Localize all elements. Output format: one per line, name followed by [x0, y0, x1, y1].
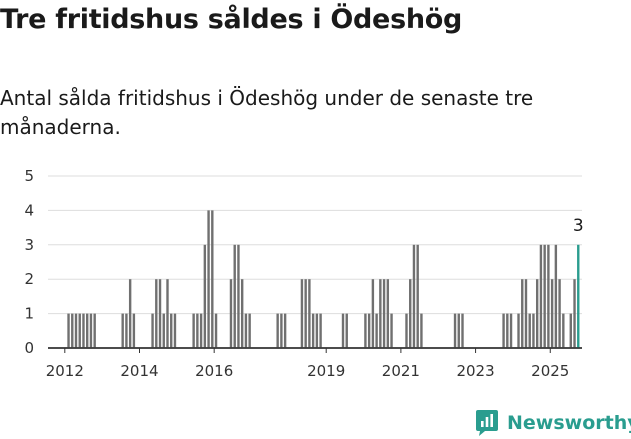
bar — [125, 313, 128, 348]
bar — [539, 244, 543, 348]
bar — [244, 313, 248, 348]
bar — [453, 313, 457, 348]
bar — [170, 313, 173, 348]
bar — [502, 313, 505, 348]
bar — [71, 313, 74, 348]
bar — [528, 313, 531, 348]
bar-chart: 0 1 2 3 4 5 2012 2014 2016 2019 2021 2023 2025 3 — [24, 167, 584, 380]
x-tick-label: 2023 — [456, 362, 494, 380]
bar — [521, 279, 524, 348]
bar — [543, 244, 546, 348]
chart-subtitle: Antal sålda fritidshus i Ödeshög under d… — [0, 86, 534, 139]
bar — [390, 313, 393, 348]
bar — [506, 313, 509, 348]
highlight-data-label: 3 — [573, 216, 584, 236]
bar — [457, 313, 460, 348]
y-tick-label: 1 — [24, 305, 34, 323]
bar — [416, 244, 419, 348]
y-tick-label: 0 — [24, 339, 34, 357]
bar — [461, 313, 464, 348]
x-tick-label: 2021 — [382, 362, 420, 380]
y-tick-label: 5 — [24, 167, 34, 185]
bar — [562, 313, 565, 348]
newsworthy-logo: Newsworthy — [474, 407, 631, 439]
x-tick-label: 2014 — [120, 362, 158, 380]
bar — [524, 279, 528, 348]
newsworthy-logo-text: Newsworthy — [507, 412, 631, 434]
bar — [240, 279, 244, 348]
y-tick-label: 2 — [24, 270, 34, 288]
bar — [300, 279, 304, 348]
bar — [192, 313, 195, 348]
bar — [128, 279, 132, 348]
bar — [304, 279, 307, 348]
x-tick-label: 2019 — [307, 362, 345, 380]
bar — [196, 313, 199, 348]
x-tick-label: 2012 — [46, 362, 84, 380]
bar — [276, 313, 279, 348]
highlighted-bar — [577, 244, 580, 348]
bar — [367, 313, 371, 348]
bar — [371, 279, 375, 348]
bar — [573, 279, 576, 348]
bar — [308, 279, 311, 348]
x-tick-label: 2025 — [531, 362, 569, 380]
bar — [345, 313, 348, 348]
bar — [382, 279, 386, 348]
bar — [409, 279, 412, 348]
bar — [151, 313, 154, 348]
bar — [554, 244, 558, 348]
bar — [155, 279, 158, 348]
bar — [211, 210, 214, 348]
bar — [67, 313, 70, 348]
bar — [82, 313, 85, 348]
bar — [93, 313, 96, 348]
bar — [74, 313, 78, 348]
bar — [283, 313, 287, 348]
bar — [379, 279, 382, 348]
bar — [173, 313, 177, 348]
bar — [237, 244, 240, 348]
bar — [535, 279, 539, 348]
bar — [233, 244, 236, 348]
bar — [412, 244, 416, 348]
bar — [203, 244, 207, 348]
bar — [386, 279, 390, 348]
bar — [86, 313, 89, 348]
bar — [280, 313, 283, 348]
bar — [315, 313, 319, 348]
bar — [558, 279, 561, 348]
y-tick-label: 3 — [24, 236, 34, 254]
bar — [547, 244, 550, 348]
bar — [364, 313, 367, 348]
bar — [375, 313, 378, 348]
bar — [550, 279, 554, 348]
bar — [319, 313, 322, 348]
bar — [78, 313, 81, 348]
bar — [248, 313, 251, 348]
bar — [207, 210, 210, 348]
bar — [121, 313, 124, 348]
y-tick-label: 4 — [24, 201, 34, 219]
chart-title: Tre fritidshus såldes i Ödeshög — [0, 4, 463, 35]
bar — [509, 313, 513, 348]
bar — [420, 313, 423, 348]
bar — [311, 313, 315, 348]
bar — [532, 313, 535, 348]
bar — [132, 313, 136, 348]
bar — [214, 313, 218, 348]
x-tick-label: 2016 — [195, 362, 233, 380]
newsworthy-logo-icon — [476, 410, 498, 436]
bar — [162, 313, 165, 348]
bar — [166, 279, 169, 348]
bar — [569, 313, 572, 348]
bar — [158, 279, 162, 348]
bar — [89, 313, 93, 348]
bar — [405, 313, 408, 348]
bar — [341, 313, 345, 348]
bar — [517, 313, 520, 348]
bar — [199, 313, 203, 348]
bar — [229, 279, 233, 348]
